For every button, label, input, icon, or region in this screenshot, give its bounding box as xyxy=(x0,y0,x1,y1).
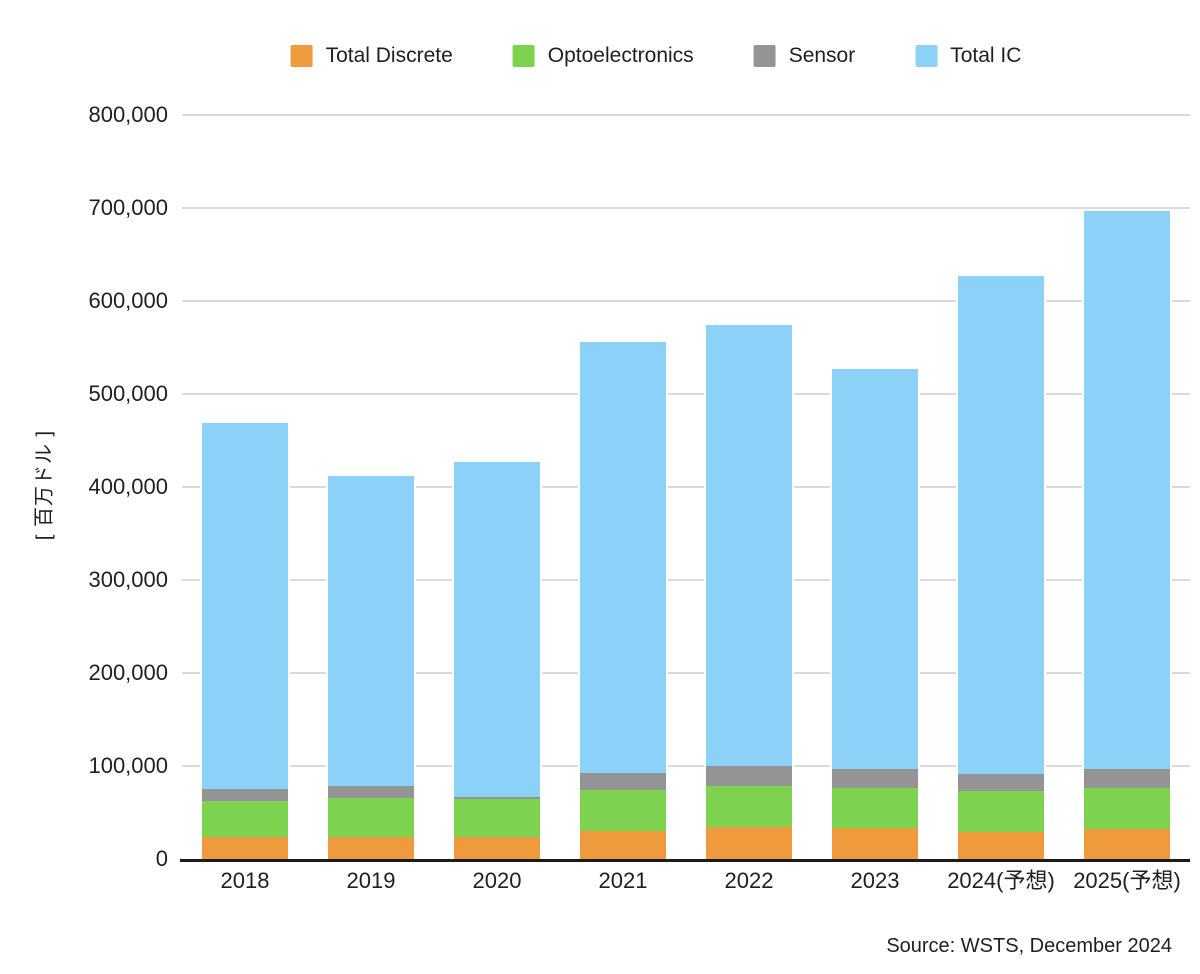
legend-item-optoelectronics: Optoelectronics xyxy=(512,44,694,68)
bar-2024- xyxy=(956,274,1046,859)
x-axis-label: 2018 xyxy=(220,868,270,893)
bar-segment-total-ic xyxy=(328,475,414,786)
bar-2021 xyxy=(578,340,668,859)
bar-segment-sensor xyxy=(202,788,288,802)
bar-segment-total-ic xyxy=(202,423,288,789)
bar-segment-total-ic xyxy=(454,462,540,797)
x-axis-label: 2025(予想) xyxy=(1073,868,1181,893)
bar-segment-optoelectronics xyxy=(1084,788,1170,830)
bar-segment-total-discrete xyxy=(832,827,918,859)
legend-item-total-ic: Total IC xyxy=(915,44,1021,68)
bar-2025- xyxy=(1082,208,1172,859)
y-tick-label: 700,000 xyxy=(88,195,168,220)
bar-segment-optoelectronics xyxy=(202,801,288,837)
bar-segment-total-discrete xyxy=(202,836,288,859)
source-caption: Source: WSTS, December 2024 xyxy=(886,935,1172,957)
bar-segment-optoelectronics xyxy=(328,798,414,837)
bar-segment-total-ic xyxy=(1084,210,1170,769)
bar-segment-total-discrete xyxy=(706,827,792,859)
legend-swatch-icon xyxy=(512,45,535,67)
legend-label: Total Discrete xyxy=(325,44,453,67)
bar-2019 xyxy=(326,473,416,859)
legend-label: Optoelectronics xyxy=(547,44,694,67)
bar-segment-total-ic xyxy=(832,369,918,769)
legend-swatch-icon xyxy=(753,45,776,67)
bar-segment-optoelectronics xyxy=(706,786,792,828)
y-axis-tick-labels: 0 100,000 200,000 300,000 400,000 500,000 600,… xyxy=(0,102,168,871)
legend-swatch-icon xyxy=(290,45,313,67)
bar-segment-sensor xyxy=(454,796,540,800)
gridline xyxy=(182,579,1190,581)
gridline xyxy=(182,765,1190,767)
gridline xyxy=(182,672,1190,674)
x-axis-label: 2024(予想) xyxy=(947,868,1055,893)
gridline xyxy=(182,486,1190,488)
bar-segment-sensor xyxy=(580,772,666,791)
bar-segment-optoelectronics xyxy=(580,790,666,831)
x-axis-label: 2020 xyxy=(472,868,522,893)
bar-segment-optoelectronics xyxy=(832,788,918,828)
legend-swatch-icon xyxy=(915,45,938,67)
bar-segment-optoelectronics xyxy=(958,791,1044,832)
y-tick-label: 300,000 xyxy=(88,567,168,592)
x-axis-label: 2023 xyxy=(850,868,900,893)
bar-segment-total-ic xyxy=(580,342,666,773)
bar-segment-sensor xyxy=(706,765,792,787)
y-tick-label: 200,000 xyxy=(88,660,168,685)
y-tick-label: 100,000 xyxy=(88,753,168,778)
bar-2023 xyxy=(830,367,920,859)
legend-label: Sensor xyxy=(788,44,856,67)
x-axis-label: 2022 xyxy=(724,868,774,893)
bar-segment-total-ic xyxy=(958,276,1044,774)
y-tick-label: 600,000 xyxy=(88,288,168,313)
bar-segment-total-discrete xyxy=(958,831,1044,859)
bar-segment-total-discrete xyxy=(580,830,666,859)
bar-2018 xyxy=(200,421,290,859)
y-tick-label: 400,000 xyxy=(88,474,168,499)
chart-legend: Total Discrete Optoelectronics Sensor Total… xyxy=(290,44,1021,68)
bar-segment-sensor xyxy=(832,769,918,789)
y-tick-label: 500,000 xyxy=(88,381,168,406)
gridline xyxy=(182,114,1190,116)
legend-item-sensor: Sensor xyxy=(753,44,856,68)
bar-segment-total-ic xyxy=(706,325,792,766)
gridline xyxy=(182,393,1190,395)
bar-segment-optoelectronics xyxy=(454,799,540,837)
bar-segment-sensor xyxy=(1084,769,1170,789)
bar-segment-total-discrete xyxy=(1084,829,1170,859)
x-axis-labels: 2018 2019 2020 2021 2022 2023 2024(予想) 2025(予想) xyxy=(182,868,1190,894)
bar-segment-total-discrete xyxy=(454,836,540,859)
x-axis-label: 2021 xyxy=(598,868,648,893)
bar-segment-sensor xyxy=(958,773,1044,792)
gridline xyxy=(182,300,1190,302)
x-axis-label: 2019 xyxy=(346,868,396,893)
plot-area xyxy=(180,114,1190,862)
bar-group xyxy=(182,115,1190,859)
legend-label: Total IC xyxy=(950,44,1022,67)
gridline xyxy=(182,207,1190,209)
bar-2022 xyxy=(704,323,794,859)
bar-segment-total-discrete xyxy=(328,836,414,859)
x-axis-line xyxy=(180,858,1190,862)
y-tick-label: 0 xyxy=(155,846,168,871)
legend-item-total-discrete: Total Discrete xyxy=(290,44,453,68)
bar-2020 xyxy=(452,460,542,859)
y-tick-label: 800,000 xyxy=(88,102,168,127)
bar-segment-sensor xyxy=(328,785,414,799)
